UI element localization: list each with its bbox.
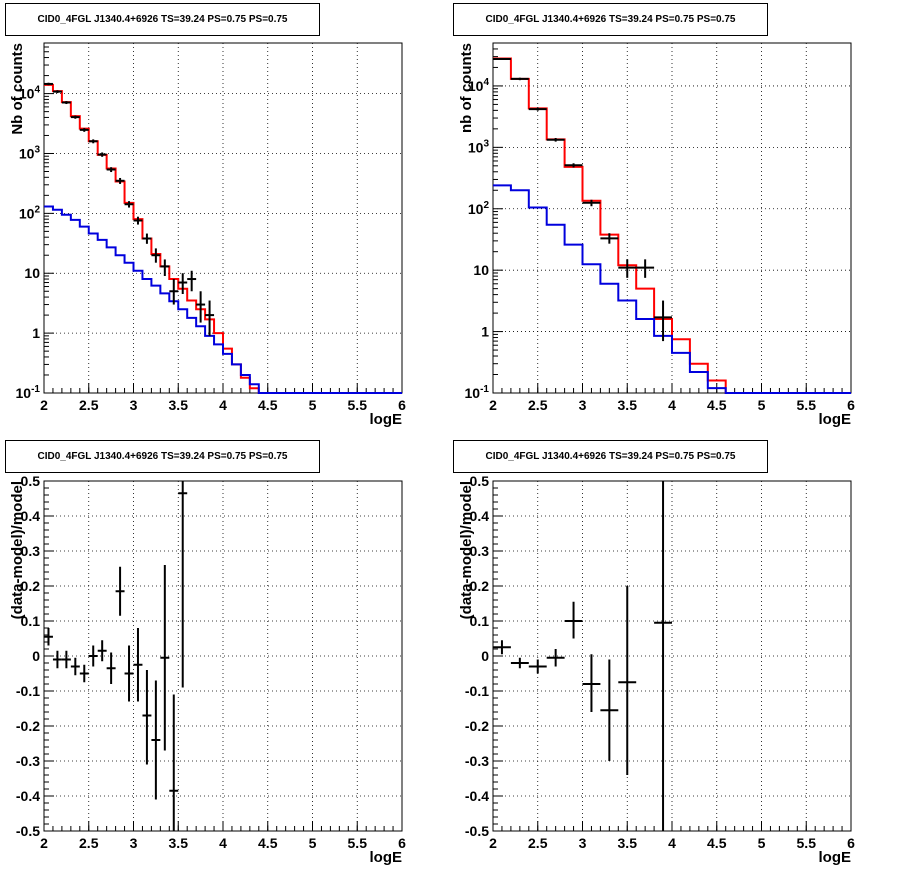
plot-frame [492, 480, 852, 832]
x-tick-label: 4.5 [258, 835, 278, 851]
y-tick-label: 0.4 [470, 508, 490, 524]
x-tick-label: 4 [668, 397, 676, 413]
x-tick-label: 4.5 [258, 397, 278, 413]
y-tick-label: 1 [481, 324, 489, 340]
y-tick-label: 103 [468, 138, 490, 155]
plot-title: CID0_4FGL J1340.4+6926 TS=39.24 PS=0.75 … [485, 451, 736, 462]
x-tick-label: 3.5 [169, 397, 189, 413]
title-box: CID0_4FGL J1340.4+6926 TS=39.24 PS=0.75 … [5, 3, 320, 36]
x-axis-label: logE [370, 849, 403, 866]
x-tick-label: 6 [847, 835, 855, 851]
y-tick-label: 10 [473, 262, 489, 278]
x-tick-label: 3.5 [618, 397, 638, 413]
x-tick-label: 5 [309, 835, 317, 851]
x-tick-label: 5 [758, 835, 766, 851]
histogram-series [44, 205, 402, 394]
plot-title: CID0_4FGL J1340.4+6926 TS=39.24 PS=0.75 … [37, 14, 288, 25]
x-tick-label: 4 [219, 397, 227, 413]
y-tick-label: 0.1 [470, 613, 490, 629]
x-tick-label: 3.5 [169, 835, 189, 851]
y-tick-label: 0.1 [21, 613, 41, 629]
y-tick-label: 0.2 [21, 578, 41, 594]
title-box: CID0_4FGL J1340.4+6926 TS=39.24 PS=0.75 … [5, 440, 320, 473]
x-tick-label: 5.5 [797, 397, 817, 413]
y-axis-label: (data-model)/model [458, 481, 475, 619]
x-tick-label: 2.5 [528, 835, 548, 851]
x-tick-label: 5.5 [348, 397, 368, 413]
y-tick-label: -0.4 [16, 788, 40, 804]
y-tick-label: -0.1 [16, 683, 40, 699]
x-tick-label: 4 [668, 835, 676, 851]
x-tick-label: 5.5 [348, 835, 368, 851]
y-tick-label: 104 [468, 77, 490, 94]
x-axis-label: logE [819, 849, 852, 866]
x-tick-label: 2 [489, 835, 497, 851]
x-tick-label: 2 [40, 397, 48, 413]
x-axis-label: logE [370, 411, 403, 428]
x-tick-label: 5 [309, 397, 317, 413]
x-tick-label: 4.5 [707, 397, 727, 413]
y-axis-label: Nb of counts [9, 43, 26, 135]
y-tick-label: -0.2 [465, 718, 489, 734]
y-tick-label: 10-1 [465, 384, 490, 401]
y-tick-label: 102 [19, 204, 41, 221]
y-tick-label: -0.1 [465, 683, 489, 699]
x-tick-label: 6 [398, 835, 406, 851]
y-tick-label: -0.3 [465, 753, 489, 769]
x-tick-label: 4.5 [707, 835, 727, 851]
x-axis-label: logE [819, 411, 852, 428]
x-tick-label: 6 [847, 397, 855, 413]
y-tick-label: -0.3 [16, 753, 40, 769]
plot-title: CID0_4FGL J1340.4+6926 TS=39.24 PS=0.75 … [485, 14, 736, 25]
title-box: CID0_4FGL J1340.4+6926 TS=39.24 PS=0.75 … [453, 440, 768, 473]
x-tick-label: 3.5 [618, 835, 638, 851]
y-tick-label: 0.3 [21, 543, 41, 559]
y-tick-label: -0.5 [16, 823, 40, 839]
x-tick-label: 2 [40, 835, 48, 851]
y-tick-label: 0 [32, 648, 40, 664]
y-tick-label: 0 [481, 648, 489, 664]
x-tick-label: 2 [489, 397, 497, 413]
x-tick-label: 2.5 [528, 397, 548, 413]
x-tick-label: 5 [758, 397, 766, 413]
plot-frame [43, 480, 403, 832]
y-tick-label: -0.4 [465, 788, 489, 804]
x-tick-label: 3 [579, 397, 587, 413]
y-tick-label: 0.5 [470, 473, 490, 489]
y-tick-label: 10-1 [16, 384, 41, 401]
x-tick-label: 4 [219, 835, 227, 851]
x-tick-label: 3 [130, 397, 138, 413]
y-axis-label: (data-model)/model [9, 481, 26, 619]
y-tick-label: -0.5 [465, 823, 489, 839]
y-tick-label: 0.2 [470, 578, 490, 594]
y-tick-label: 0.4 [21, 508, 41, 524]
y-tick-label: -0.2 [16, 718, 40, 734]
y-tick-label: 0.5 [21, 473, 41, 489]
x-tick-label: 5.5 [797, 835, 817, 851]
y-tick-label: 10 [24, 265, 40, 281]
y-axis-label: nb of counts [458, 43, 475, 133]
x-tick-label: 2.5 [79, 835, 99, 851]
title-box: CID0_4FGL J1340.4+6926 TS=39.24 PS=0.75 … [453, 3, 768, 36]
y-tick-label: 104 [19, 85, 41, 102]
x-tick-label: 2.5 [79, 397, 99, 413]
y-tick-label: 103 [19, 144, 41, 161]
histogram-series [493, 184, 851, 394]
y-tick-label: 0.3 [470, 543, 490, 559]
plot-title: CID0_4FGL J1340.4+6926 TS=39.24 PS=0.75 … [37, 451, 288, 462]
y-tick-label: 102 [468, 200, 490, 217]
x-tick-label: 6 [398, 397, 406, 413]
x-tick-label: 3 [579, 835, 587, 851]
y-tick-label: 1 [32, 325, 40, 341]
x-tick-label: 3 [130, 835, 138, 851]
